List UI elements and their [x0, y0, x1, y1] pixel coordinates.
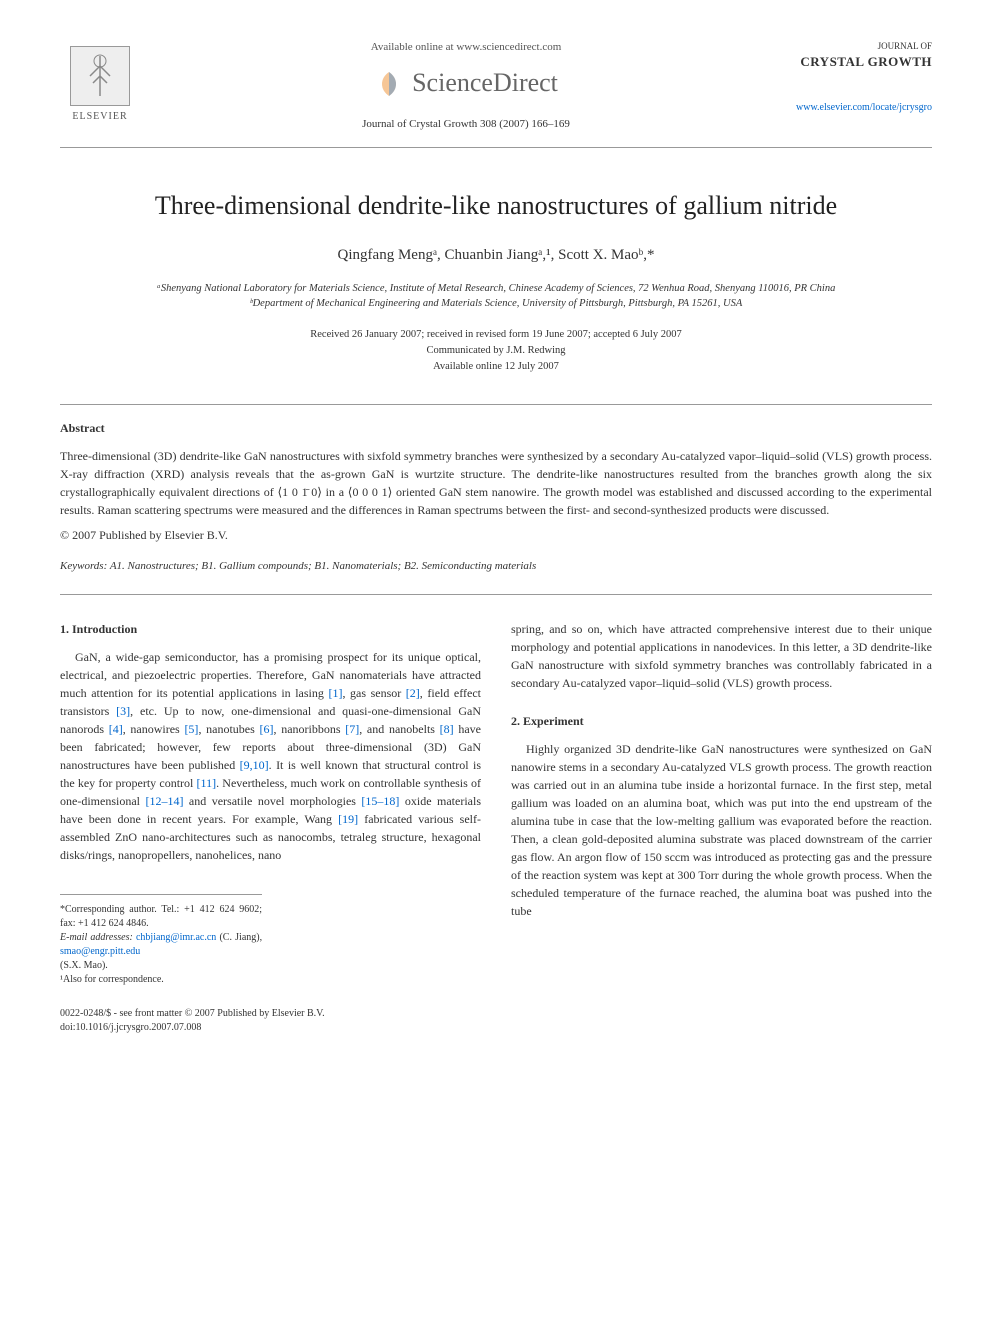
available-online-text: Available online at www.sciencedirect.co…	[160, 40, 772, 55]
sciencedirect-text: ScienceDirect	[412, 65, 558, 101]
footer-publication-info: 0022-0248/$ - see front matter © 2007 Pu…	[60, 1007, 932, 1035]
left-column: 1. Introduction GaN, a wide-gap semicond…	[60, 620, 481, 987]
introduction-heading: 1. Introduction	[60, 620, 481, 638]
elsevier-logo: ELSEVIER	[60, 40, 140, 130]
header-center: Available online at www.sciencedirect.co…	[140, 40, 792, 132]
sciencedirect-brand: ScienceDirect	[160, 65, 772, 101]
citation-link[interactable]: [8]	[440, 722, 454, 736]
corresponding-author-note: *Corresponding author. Tel.: +1 412 624 …	[60, 903, 262, 931]
email-name-1: (C. Jiang),	[219, 932, 262, 943]
experiment-paragraph: Highly organized 3D dendrite-like GaN na…	[511, 740, 932, 920]
keywords-label: Keywords:	[60, 560, 107, 572]
correspondence-note: ¹Also for correspondence.	[60, 973, 262, 987]
abstract-text: Three-dimensional (3D) dendrite-like GaN…	[60, 447, 932, 519]
citation-link[interactable]: [6]	[260, 722, 274, 736]
elsevier-text: ELSEVIER	[72, 110, 127, 124]
body-columns: 1. Introduction GaN, a wide-gap semicond…	[60, 620, 932, 987]
available-date: Available online 12 July 2007	[60, 359, 932, 375]
intro-continuation: spring, and so on, which have attracted …	[511, 620, 932, 692]
experiment-heading: 2. Experiment	[511, 712, 932, 730]
citation-link[interactable]: [12–14]	[145, 794, 183, 808]
citation-link[interactable]: [4]	[109, 722, 123, 736]
affiliations-block: ᵃShenyang National Laboratory for Materi…	[60, 281, 932, 313]
affiliation-a: ᵃShenyang National Laboratory for Materi…	[60, 281, 932, 297]
citation-link[interactable]: [1]	[328, 686, 342, 700]
abstract-copyright: © 2007 Published by Elsevier B.V.	[60, 527, 932, 544]
citation-link[interactable]: [11]	[197, 776, 217, 790]
footnotes-block: *Corresponding author. Tel.: +1 412 624 …	[60, 894, 262, 987]
intro-paragraph: GaN, a wide-gap semiconductor, has a pro…	[60, 648, 481, 864]
citation-link[interactable]: [3]	[116, 704, 130, 718]
journal-logo-block: JOURNAL OF CRYSTAL GROWTH www.elsevier.c…	[792, 40, 932, 115]
doi-line: doi:10.1016/j.jcrysgro.2007.07.008	[60, 1021, 932, 1035]
email-line: E-mail addresses: chbjiang@imr.ac.cn (C.…	[60, 931, 262, 959]
divider	[60, 594, 932, 595]
journal-logo-top: JOURNAL OF	[792, 40, 932, 53]
elsevier-tree-icon	[70, 46, 130, 106]
affiliation-b: ᵇDepartment of Mechanical Engineering an…	[60, 296, 932, 312]
citation-link[interactable]: [9,10]	[240, 758, 269, 772]
citation-link[interactable]: [2]	[406, 686, 420, 700]
email-link-2[interactable]: smao@engr.pitt.edu	[60, 946, 140, 957]
email-label: E-mail addresses:	[60, 932, 133, 943]
journal-website-link[interactable]: www.elsevier.com/locate/jcrysgro	[792, 101, 932, 115]
journal-logo-main: CRYSTAL GROWTH	[792, 53, 932, 71]
communicated-by: Communicated by J.M. Redwing	[60, 343, 932, 359]
citation-link[interactable]: [5]	[184, 722, 198, 736]
citation-link[interactable]: [7]	[345, 722, 359, 736]
divider	[60, 404, 932, 405]
citation-link[interactable]: [19]	[338, 812, 358, 826]
citation-link[interactable]: [15–18]	[361, 794, 399, 808]
abstract-heading: Abstract	[60, 420, 932, 437]
keywords-text: A1. Nanostructures; B1. Gallium compound…	[110, 560, 536, 572]
article-title: Three-dimensional dendrite-like nanostru…	[60, 188, 932, 224]
received-date: Received 26 January 2007; received in re…	[60, 327, 932, 343]
journal-reference: Journal of Crystal Growth 308 (2007) 166…	[160, 117, 772, 132]
email-link-1[interactable]: chbjiang@imr.ac.cn	[136, 932, 216, 943]
email-name-2: (S.X. Mao).	[60, 959, 262, 973]
sciencedirect-icon	[374, 69, 404, 99]
author-list: Qingfang Mengᵃ, Chuanbin Jiangᵃ,¹, Scott…	[60, 245, 932, 266]
keywords-line: Keywords: A1. Nanostructures; B1. Galliu…	[60, 559, 932, 574]
header-bar: ELSEVIER Available online at www.science…	[60, 40, 932, 148]
publication-dates: Received 26 January 2007; received in re…	[60, 327, 932, 374]
right-column: spring, and so on, which have attracted …	[511, 620, 932, 987]
issn-line: 0022-0248/$ - see front matter © 2007 Pu…	[60, 1007, 932, 1021]
